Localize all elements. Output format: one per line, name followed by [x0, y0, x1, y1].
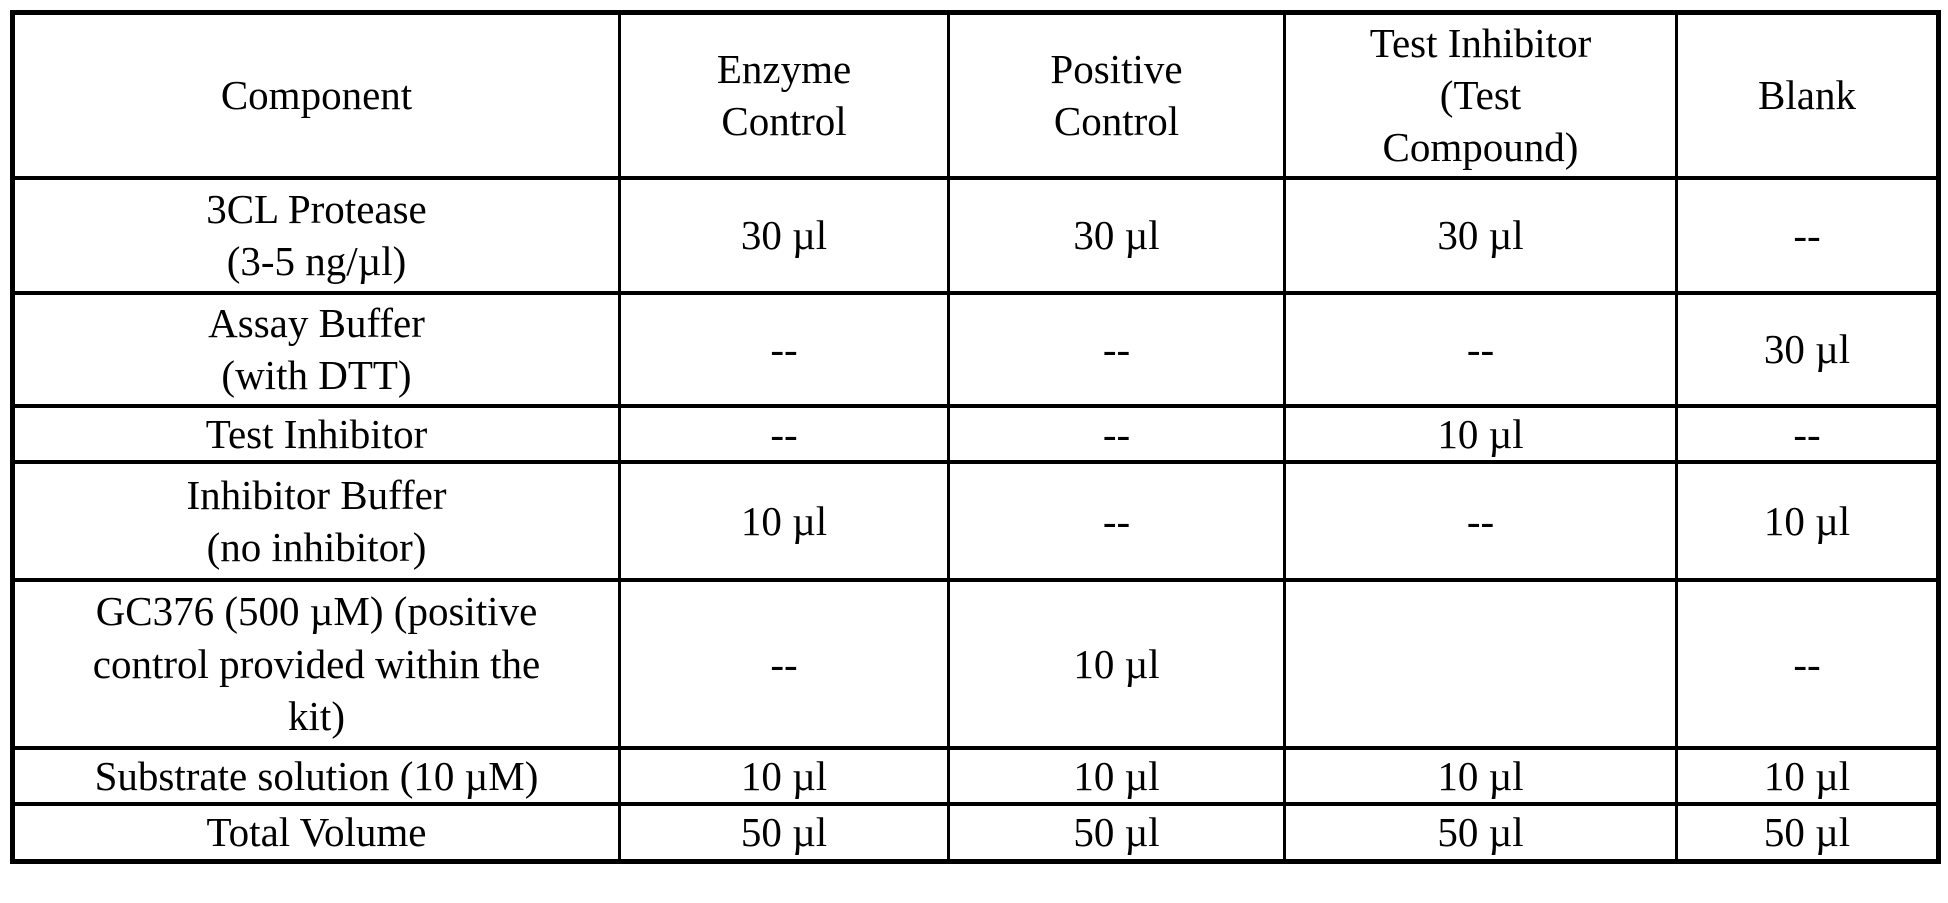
- cell-component: 3CL Protease (3-5 ng/µl): [11, 175, 621, 295]
- cell-component: Inhibitor Buffer (no inhibitor): [11, 459, 621, 582]
- cell-blank: --: [1675, 577, 1940, 750]
- table-row: 3CL Protease (3-5 ng/µl) 30 µl 30 µl 30 …: [11, 175, 1940, 295]
- assay-components-table: Component Enzyme Control Positive Contro…: [10, 10, 1941, 864]
- cell-test-inhibitor: 10 µl: [1283, 745, 1678, 807]
- cell-positive-control: 30 µl: [947, 175, 1286, 295]
- cell-component: Assay Buffer (with DTT): [11, 290, 621, 408]
- cell-enzyme-control: --: [618, 403, 950, 464]
- cell-enzyme-control: --: [618, 577, 950, 750]
- table-row: Substrate solution (10 µM) 10 µl 10 µl 1…: [11, 745, 1940, 807]
- cell-enzyme-control: 30 µl: [618, 175, 950, 295]
- column-header-component: Component: [11, 10, 621, 180]
- cell-blank: 50 µl: [1675, 802, 1940, 864]
- cell-enzyme-control: 10 µl: [618, 745, 950, 807]
- column-header-positive-control: Positive Control: [947, 10, 1286, 180]
- cell-positive-control: --: [947, 403, 1286, 464]
- cell-blank: 10 µl: [1675, 745, 1940, 807]
- table-header-row: Component Enzyme Control Positive Contro…: [11, 10, 1940, 180]
- cell-positive-control: 50 µl: [947, 802, 1286, 864]
- table-row: Inhibitor Buffer (no inhibitor) 10 µl --…: [11, 459, 1940, 582]
- cell-enzyme-control: 50 µl: [618, 802, 950, 864]
- cell-positive-control: 10 µl: [947, 577, 1286, 750]
- cell-test-inhibitor: --: [1283, 290, 1678, 408]
- cell-test-inhibitor: 50 µl: [1283, 802, 1678, 864]
- table-row: Total Volume 50 µl 50 µl 50 µl 50 µl: [11, 802, 1940, 864]
- cell-positive-control: --: [947, 290, 1286, 408]
- cell-blank: 10 µl: [1675, 459, 1940, 582]
- cell-component: Total Volume: [11, 802, 621, 864]
- cell-blank: --: [1675, 175, 1940, 295]
- table-row: Assay Buffer (with DTT) -- -- -- 30 µl: [11, 290, 1940, 408]
- cell-positive-control: --: [947, 459, 1286, 582]
- cell-component: GC376 (500 µM) (positive control provide…: [11, 577, 621, 750]
- table-row: GC376 (500 µM) (positive control provide…: [11, 577, 1940, 750]
- cell-test-inhibitor: --: [1283, 459, 1678, 582]
- cell-blank: --: [1675, 403, 1940, 464]
- cell-blank: 30 µl: [1675, 290, 1940, 408]
- column-header-blank: Blank: [1675, 10, 1940, 180]
- cell-enzyme-control: --: [618, 290, 950, 408]
- cell-test-inhibitor: [1283, 577, 1678, 750]
- column-header-enzyme-control: Enzyme Control: [618, 10, 950, 180]
- cell-test-inhibitor: 10 µl: [1283, 403, 1678, 464]
- table-row: Test Inhibitor -- -- 10 µl --: [11, 403, 1940, 464]
- column-header-test-inhibitor: Test Inhibitor (Test Compound): [1283, 10, 1678, 180]
- cell-test-inhibitor: 30 µl: [1283, 175, 1678, 295]
- cell-positive-control: 10 µl: [947, 745, 1286, 807]
- cell-component: Substrate solution (10 µM): [11, 745, 621, 807]
- cell-enzyme-control: 10 µl: [618, 459, 950, 582]
- cell-component: Test Inhibitor: [11, 403, 621, 464]
